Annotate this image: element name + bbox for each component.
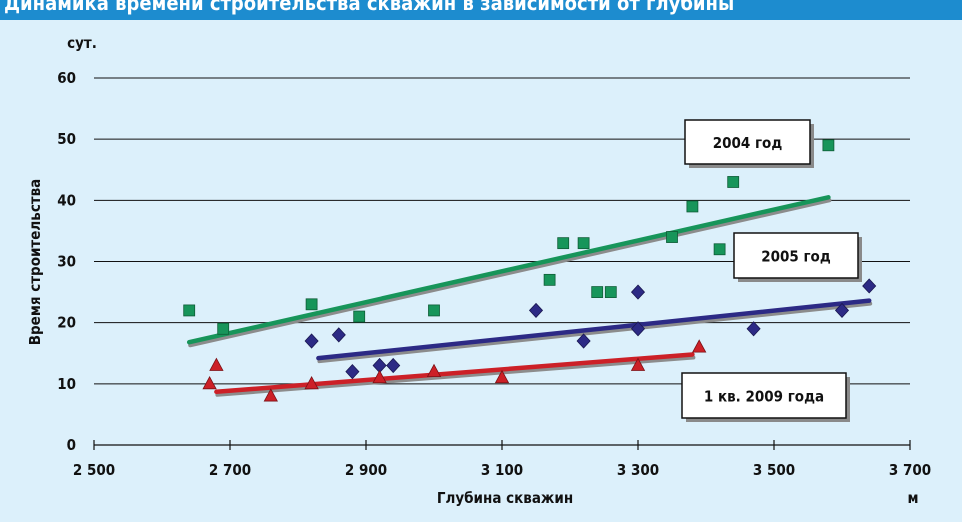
- triangle-point: [494, 369, 510, 384]
- triangle-point: [630, 357, 646, 371]
- diamond-point: [862, 278, 877, 294]
- diamond-point: [386, 357, 401, 374]
- legend-box: [684, 119, 811, 165]
- square-point: [686, 200, 699, 213]
- square-point: [305, 298, 318, 311]
- trend-line: [186, 195, 831, 345]
- square-point: [822, 139, 835, 152]
- square-point: [217, 322, 230, 335]
- trend-line-shadow: [188, 198, 832, 348]
- x-tick-label: 3 500: [753, 461, 795, 479]
- diamond-point: [834, 302, 850, 319]
- header-bar: Динамика времени строительства скважин в…: [0, 0, 962, 20]
- triangle-point: [426, 363, 442, 378]
- square-point: [557, 237, 570, 250]
- x-tick-label: 2 500: [73, 461, 115, 479]
- square-point: [591, 286, 604, 298]
- square-point: [666, 231, 678, 243]
- legend-label: 1 кв. 2009 года: [704, 388, 824, 406]
- legend-box: [681, 372, 847, 419]
- y-axis-title: Время строительства: [26, 179, 44, 346]
- legend-label: 2004 год: [713, 134, 783, 152]
- diamond-point: [331, 327, 346, 343]
- square-point: [713, 243, 726, 256]
- square-point: [428, 304, 440, 317]
- x-axis-title: Глубина скважин: [437, 489, 573, 507]
- y-tick-label: 40: [57, 191, 76, 209]
- header-title: Динамика времени строительства скважин в…: [4, 0, 735, 15]
- square-point: [727, 176, 740, 188]
- x-tick-label: 3 300: [617, 461, 659, 479]
- square-point: [353, 310, 366, 323]
- diamond-point: [746, 321, 761, 337]
- triangle-point: [209, 357, 224, 371]
- triangle-point: [202, 375, 217, 390]
- trend-line: [316, 298, 872, 361]
- diamond-point: [304, 333, 319, 349]
- y-tick-label: 0: [67, 436, 76, 454]
- x-tick-label: 2 700: [209, 461, 251, 479]
- x-tick-label: 2 900: [345, 461, 387, 479]
- square-point: [543, 273, 556, 286]
- triangle-point: [692, 339, 707, 353]
- x-tick-label: 3 700: [889, 461, 931, 479]
- y-tick-label: 50: [57, 130, 76, 148]
- y-tick-label: 20: [57, 314, 76, 332]
- y-tick-label: 10: [57, 375, 76, 393]
- legend-box: [733, 232, 859, 279]
- triangle-point: [304, 375, 319, 390]
- square-point: [577, 237, 590, 250]
- x-unit-label: м: [907, 489, 918, 507]
- y-tick-label: 30: [57, 253, 76, 271]
- trend-line: [214, 352, 695, 395]
- y-tick-label: 60: [57, 69, 76, 87]
- diamond-point: [630, 321, 646, 337]
- triangle-point: [372, 369, 387, 384]
- square-point: [183, 304, 196, 317]
- diamond-point: [345, 364, 360, 380]
- legend-label: 2005 год: [761, 248, 831, 266]
- diamond-point: [576, 333, 591, 349]
- diamond-point: [630, 284, 646, 300]
- square-point: [604, 286, 617, 298]
- x-tick-label: 3 100: [481, 461, 523, 479]
- diamond-point: [528, 302, 544, 319]
- triangle-point: [263, 388, 278, 402]
- y-unit-label: сут.: [67, 34, 97, 52]
- trend-line-shadow: [215, 355, 696, 397]
- trend-line-shadow: [317, 301, 873, 364]
